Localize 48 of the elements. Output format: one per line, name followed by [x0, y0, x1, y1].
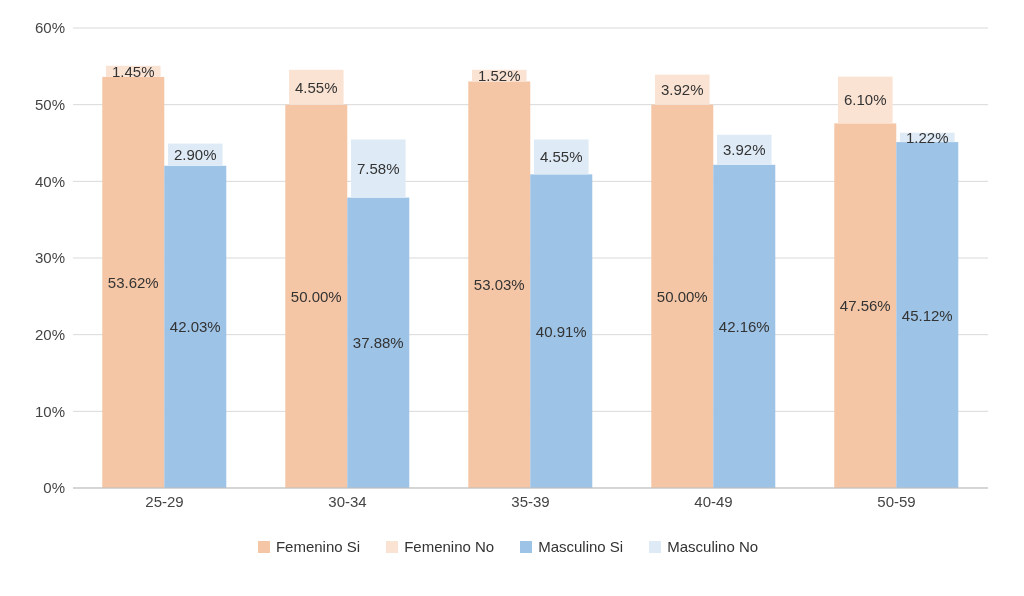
bar: [285, 104, 348, 488]
data-label: 42.03%: [169, 318, 221, 336]
bar: [530, 174, 593, 488]
legend-label: Masculino No: [667, 538, 759, 555]
data-label: 47.56%: [839, 297, 891, 315]
y-tick-label: 60%: [34, 19, 65, 37]
data-label: 2.90%: [174, 146, 217, 164]
legend-label: Femenino Si: [275, 538, 361, 555]
data-label: 40.91%: [535, 322, 587, 340]
data-label: 3.92%: [661, 81, 704, 99]
y-tick-label: 40%: [34, 172, 65, 190]
y-tick-label: 10%: [34, 402, 65, 420]
x-tick-label: 35-39: [511, 492, 550, 510]
data-label: 1.45%: [112, 62, 155, 80]
x-tick-label: 50-59: [877, 492, 916, 510]
data-label: 1.52%: [478, 67, 521, 85]
bar: [834, 123, 897, 488]
data-label: 4.55%: [295, 78, 338, 96]
data-label: 53.62%: [107, 273, 159, 291]
bar: [468, 81, 531, 488]
legend-label: Masculino Si: [538, 538, 624, 555]
data-label: 3.92%: [723, 141, 766, 159]
data-label: 37.88%: [352, 334, 404, 352]
x-tick-label: 40-49: [694, 492, 733, 510]
y-tick-label: 20%: [34, 325, 65, 343]
data-label: 50.00%: [656, 287, 708, 305]
x-tick-label: 25-29: [145, 492, 184, 510]
y-tick-label: 50%: [34, 95, 65, 113]
data-label: 4.55%: [540, 148, 583, 166]
legend-label: Femenino No: [404, 538, 495, 555]
data-label: 45.12%: [901, 306, 953, 324]
x-tick-label: 30-34: [328, 492, 367, 510]
bar: [838, 76, 893, 124]
bar: [351, 139, 406, 198]
data-label: 7.58%: [357, 160, 400, 178]
data-label: 1.22%: [906, 128, 949, 146]
data-label: 53.03%: [473, 276, 525, 294]
bar: [164, 165, 227, 488]
bar: [347, 197, 410, 488]
y-tick-label: 0%: [43, 479, 65, 497]
bar: [896, 142, 959, 488]
data-label: 42.16%: [718, 317, 770, 335]
y-tick-label: 30%: [34, 249, 65, 267]
bar: [713, 164, 776, 488]
bar: [102, 76, 165, 488]
data-label: 6.10%: [844, 91, 887, 109]
bar: [651, 104, 714, 488]
data-label: 50.00%: [290, 287, 342, 305]
